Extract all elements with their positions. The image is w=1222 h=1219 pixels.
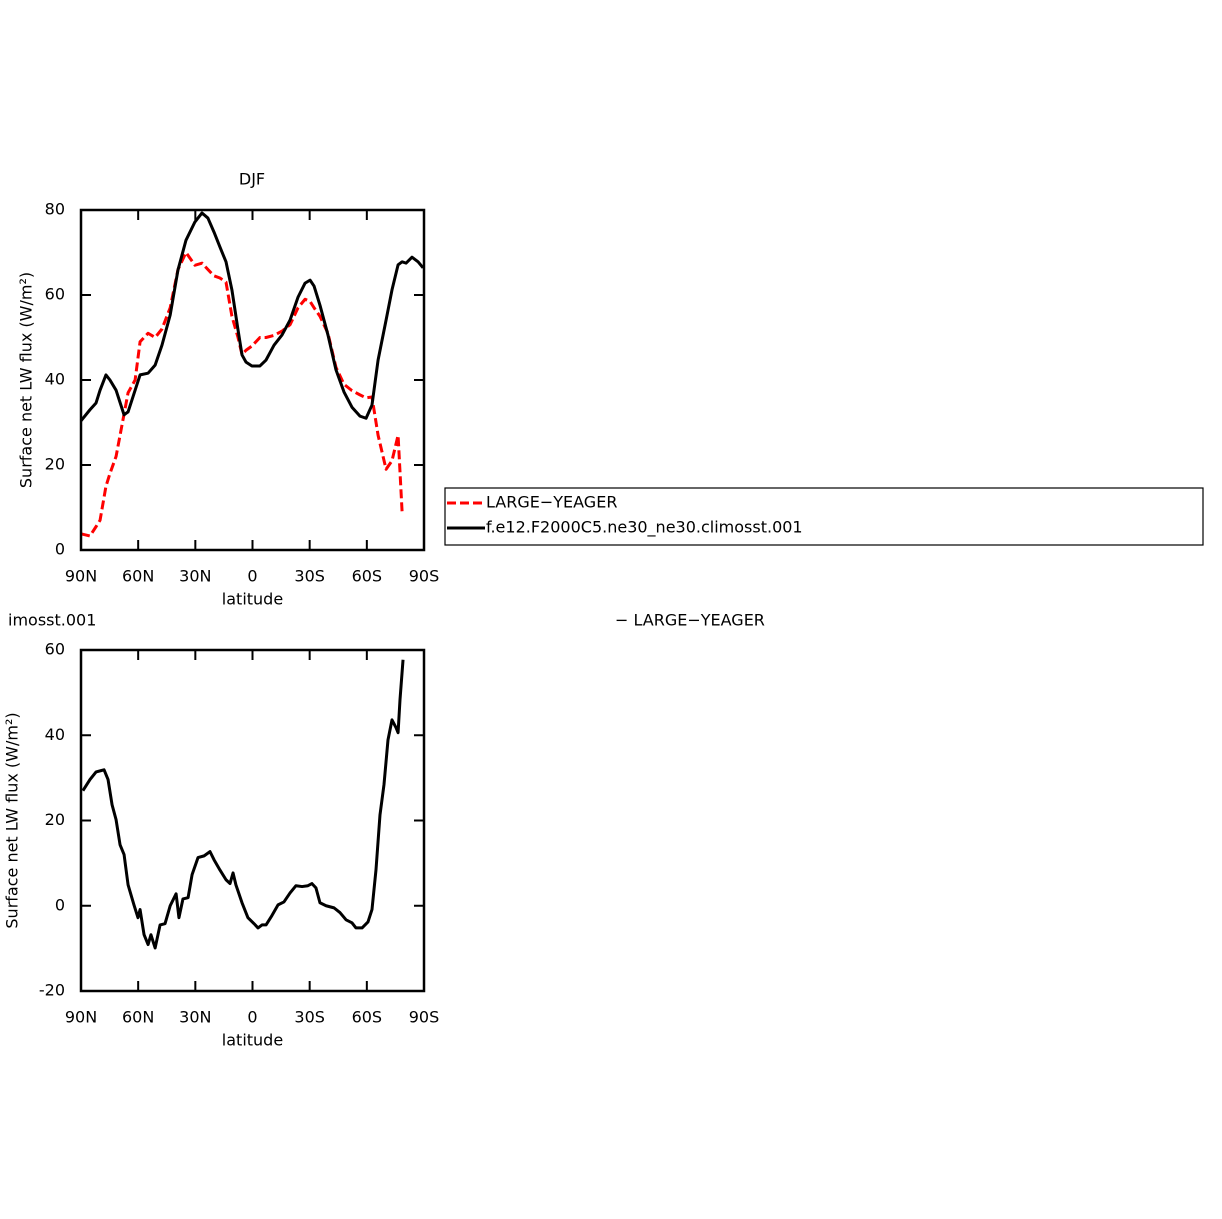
x-tick-label: 0	[247, 567, 257, 586]
y-tick-label: 80	[45, 200, 65, 219]
x-tick-label: 90N	[65, 567, 97, 586]
plot-frame	[79, 208, 426, 552]
y-tick-label: 0	[55, 895, 65, 914]
x-tick-label: 90S	[409, 567, 440, 586]
x-tick-label: 60N	[122, 1008, 154, 1027]
legend-box	[444, 487, 1204, 546]
x-axis-label: latitude	[222, 1031, 283, 1050]
x-axis-label: latitude	[222, 590, 283, 609]
x-tick-label: 60S	[352, 1008, 383, 1027]
plot-frame	[79, 648, 426, 993]
y-tick-label: -20	[39, 981, 65, 1000]
chart-title: imosst.001	[8, 611, 96, 630]
x-tick-label: 90N	[65, 1008, 97, 1027]
x-tick-label: 0	[247, 1008, 257, 1027]
x-tick-label: 90S	[409, 1008, 440, 1027]
x-tick-label: 30N	[179, 1008, 211, 1027]
y-tick-label: 20	[45, 810, 65, 829]
chart-title: DJF	[239, 170, 265, 189]
legend-label: f.e12.F2000C5.ne30_ne30.climosst.001	[486, 518, 803, 538]
y-tick-label: 40	[45, 370, 65, 389]
chart-subtitle: − LARGE−YEAGER	[615, 611, 765, 630]
x-tick-label: 60S	[352, 567, 383, 586]
y-tick-label: 60	[45, 285, 65, 304]
y-axis-label: Surface net LW flux (W/m²)	[17, 272, 36, 488]
series-line	[81, 659, 405, 950]
y-tick-label: 20	[45, 455, 65, 474]
y-axis-label: Surface net LW flux (W/m²)	[3, 712, 22, 928]
legend-label: LARGE−YEAGER	[486, 493, 617, 512]
x-tick-label: 60N	[122, 567, 154, 586]
y-tick-label: 0	[55, 540, 65, 559]
x-tick-label: 30N	[179, 567, 211, 586]
series-line	[80, 251, 404, 538]
x-tick-label: 30S	[294, 567, 325, 586]
series-line	[79, 211, 425, 422]
x-tick-label: 30S	[294, 1008, 325, 1027]
y-tick-label: 40	[45, 725, 65, 744]
y-tick-label: 60	[45, 640, 65, 659]
